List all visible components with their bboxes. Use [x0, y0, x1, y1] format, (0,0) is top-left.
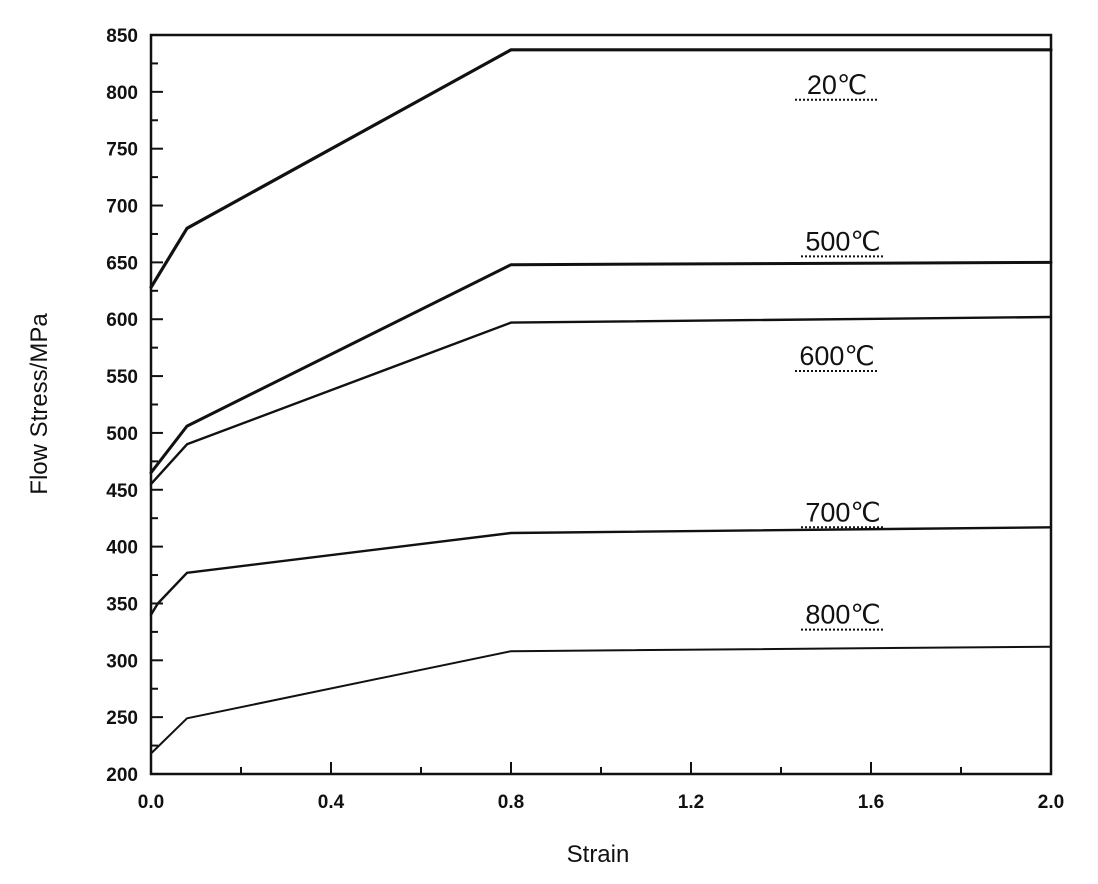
y-tick-label: 200: [106, 765, 138, 786]
x-tick-label: 1.6: [858, 792, 884, 813]
y-tick-label: 800: [106, 83, 138, 104]
x-tick-label: 0.4: [318, 792, 345, 813]
curve-label: 600℃: [799, 341, 874, 371]
x-axis-title: Strain: [567, 841, 630, 868]
y-tick-label: 600: [106, 310, 138, 331]
curve-label: 800℃: [805, 600, 880, 630]
y-axis-title: Flow Stress/MPa: [26, 313, 53, 495]
y-tick-label: 700: [106, 197, 138, 218]
y-tick-label: 850: [106, 26, 138, 47]
series-lines: [149, 48, 1053, 755]
y-tick-label: 350: [106, 594, 138, 615]
x-tick-label: 1.2: [678, 792, 704, 813]
curve-label: 20℃: [807, 70, 867, 100]
y-tick-label: 550: [106, 367, 138, 388]
curve-label: 500℃: [805, 226, 880, 256]
plot-frame: [149, 33, 1053, 776]
series-line: [149, 48, 1053, 289]
y-tick-label: 650: [106, 253, 138, 274]
series-labels: 20℃ 500℃ 600℃ 700℃ 800℃: [795, 70, 885, 631]
y-tick-label: 250: [106, 708, 138, 729]
y-tick-label: 500: [106, 424, 138, 445]
series-line: [150, 645, 1052, 755]
x-tick-label: 2.0: [1038, 792, 1064, 813]
series-line: [149, 260, 1053, 475]
y-tick-label: 300: [106, 651, 138, 672]
series-line: [149, 526, 1053, 616]
y-tick-label: 750: [106, 140, 138, 161]
x-axis-ticks: 0.0 0.4 0.8 1.2 1.6 2.0: [138, 762, 1064, 813]
x-tick-label: 0.0: [138, 792, 164, 813]
curve-label: 700℃: [805, 497, 880, 527]
y-axis-ticks: 200 250 300 350 400 450 500 550 600 650 700 750 800 8…: [106, 26, 163, 786]
series-line: [149, 315, 1053, 486]
y-tick-label: 400: [106, 538, 138, 559]
x-tick-label: 0.8: [498, 792, 524, 813]
y-tick-label: 450: [106, 481, 138, 502]
